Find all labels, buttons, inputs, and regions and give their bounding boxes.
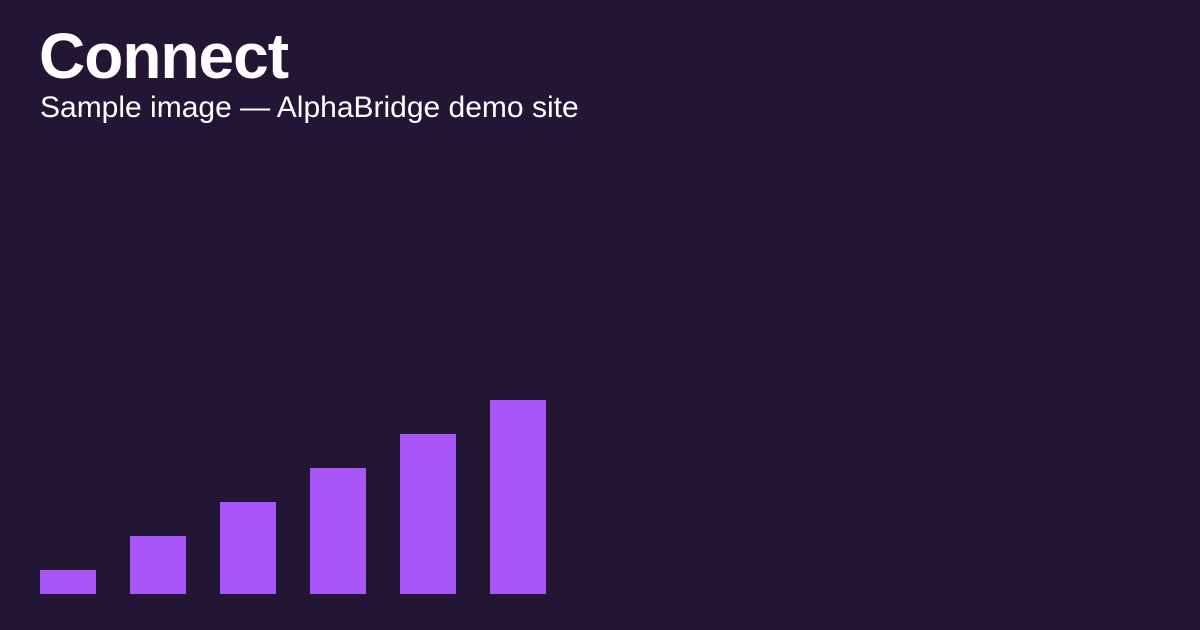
bar	[400, 434, 456, 594]
bar	[40, 570, 96, 594]
bar	[130, 536, 186, 594]
subtitle: Sample image — AlphaBridge demo site	[40, 91, 579, 124]
title: Connect	[39, 20, 289, 92]
bar	[220, 502, 276, 594]
bar	[310, 468, 366, 594]
bar	[490, 400, 546, 594]
